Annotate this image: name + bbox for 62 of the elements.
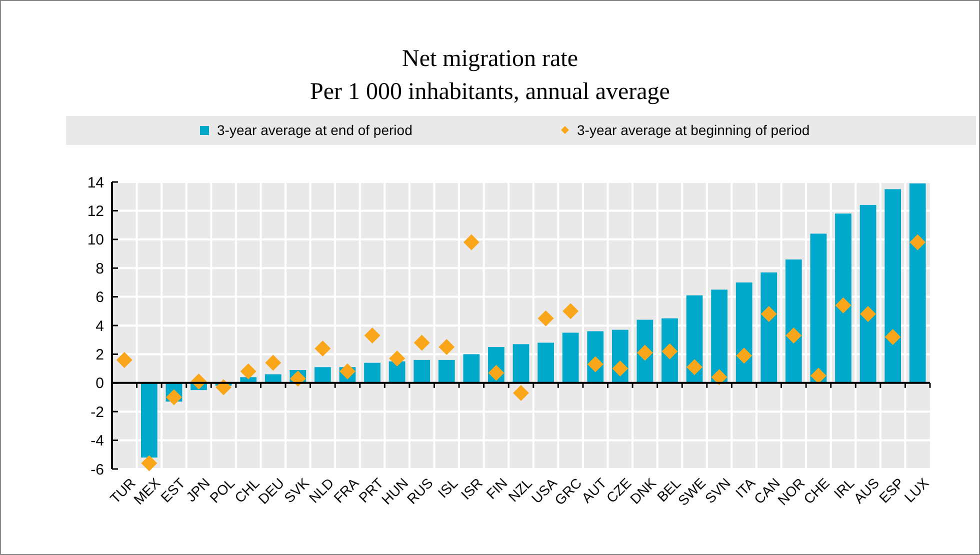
bar — [760, 272, 778, 383]
point — [860, 306, 876, 322]
y-tick-label: 14 — [87, 174, 104, 192]
y-tick-label: -6 — [90, 461, 104, 478]
point — [314, 340, 331, 356]
point — [760, 306, 777, 322]
point — [265, 354, 282, 371]
chart-title: Net migration rate — [402, 46, 578, 72]
bar — [785, 259, 802, 383]
bar — [562, 332, 579, 383]
y-tick-label: 0 — [96, 375, 104, 392]
point — [662, 343, 678, 360]
bar — [686, 295, 703, 383]
point — [364, 328, 380, 344]
y-tick-label: -2 — [90, 404, 104, 421]
point — [116, 352, 132, 368]
point — [339, 363, 356, 380]
point — [736, 348, 752, 364]
bar — [835, 214, 852, 383]
point — [438, 339, 455, 356]
point — [910, 234, 926, 250]
bar — [538, 342, 554, 383]
y-tick-label: 8 — [96, 260, 104, 278]
chart-subtitle: Per 1 000 inhabitants, annual average — [310, 79, 670, 105]
bar — [736, 282, 752, 383]
bar — [909, 183, 926, 383]
bar — [463, 354, 480, 383]
point — [562, 303, 579, 320]
point — [240, 363, 256, 380]
legend-label: 3-year average at beginning of period — [577, 122, 810, 138]
bar — [414, 360, 430, 383]
bar — [884, 189, 901, 383]
point — [538, 310, 554, 326]
y-tick-label: 2 — [96, 346, 104, 364]
bar — [314, 367, 331, 383]
y-tick-label: 10 — [87, 232, 104, 249]
bar — [364, 362, 380, 383]
y-tick-label: 6 — [96, 289, 104, 306]
point — [612, 360, 628, 377]
y-tick-label: 12 — [87, 202, 104, 220]
point — [810, 368, 826, 384]
point — [513, 384, 529, 401]
point — [711, 369, 728, 386]
legend-label: 3-year average at end of period — [217, 122, 412, 138]
point — [786, 328, 802, 344]
bar — [860, 204, 876, 383]
point — [488, 364, 504, 381]
y-tick-label: -4 — [90, 432, 104, 450]
point — [686, 359, 703, 376]
bar — [141, 382, 158, 458]
point — [141, 455, 158, 472]
y-tick-label: 4 — [96, 318, 104, 335]
point — [463, 234, 480, 250]
point — [389, 350, 406, 367]
point — [166, 389, 182, 406]
point — [414, 334, 430, 351]
bar — [711, 290, 728, 383]
bar — [512, 344, 530, 383]
point — [835, 297, 852, 314]
bar — [438, 360, 455, 383]
point — [884, 328, 901, 345]
bar — [810, 234, 827, 383]
